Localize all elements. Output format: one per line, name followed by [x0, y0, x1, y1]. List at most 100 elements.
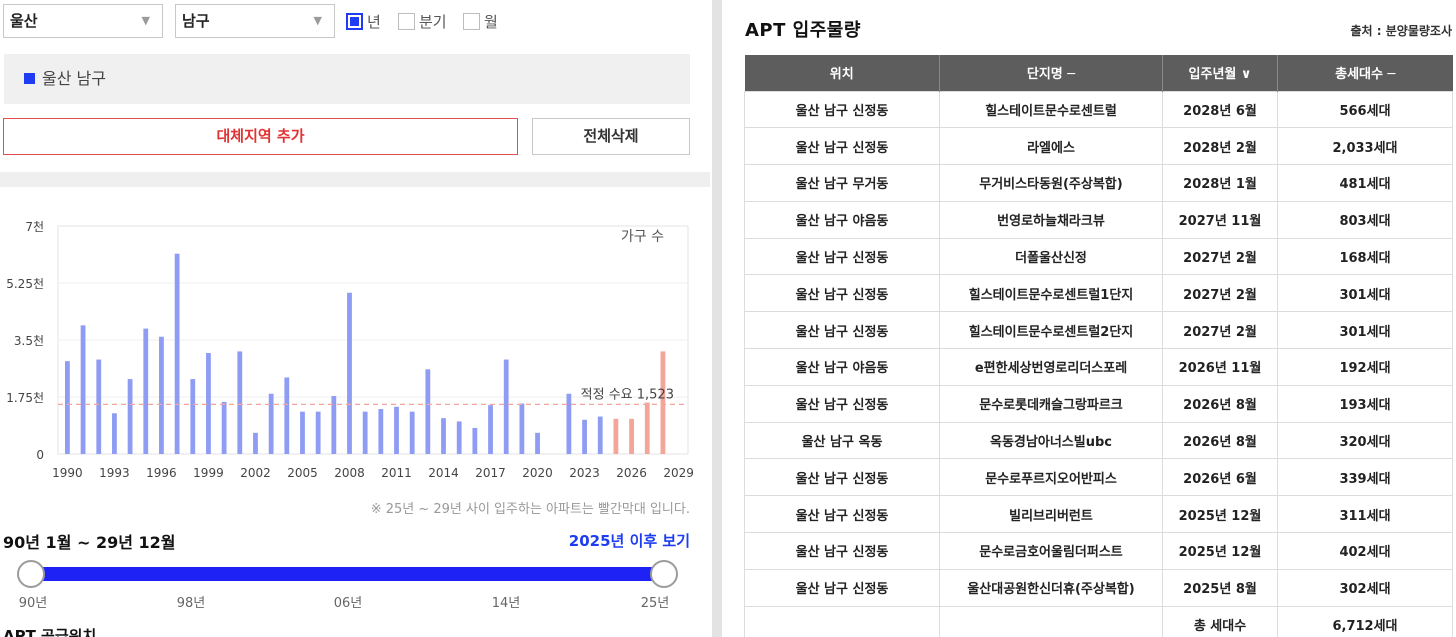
bar-2009[interactable] [362, 411, 368, 454]
table-row[interactable]: 울산 남구 신정동 힐스테이트문수로센트럴2단지 2027년 2월 301세대 [744, 311, 1453, 350]
table-row[interactable]: 울산 남구 신정동 힐스테이트문수로센트럴 2028년 6월 566세대 [744, 90, 1453, 129]
table-row[interactable]: 울산 남구 신정동 힐스테이트문수로센트럴1단지 2027년 2월 301세대 [744, 274, 1453, 313]
table-header-row: 위치 단지명 ─ 입주년월 ∨ 총세대수 ─ [744, 55, 1453, 91]
bar-1994[interactable] [127, 379, 133, 454]
table-row[interactable]: 울산 남구 신정동 문수로푸르지오어반피스 2026년 6월 339세대 [744, 458, 1453, 497]
region-select[interactable]: 울산 ▼ [3, 4, 163, 38]
bar-2022[interactable] [566, 393, 572, 454]
table-row[interactable]: 울산 남구 신정동 문수로롯데캐슬그랑파르크 2026년 8월 193세대 [744, 384, 1453, 423]
cell-location: 울산 남구 신정동 [744, 90, 940, 129]
bar-2003[interactable] [268, 393, 274, 454]
bar-1990[interactable] [65, 361, 70, 454]
period-year-checkbox[interactable]: 년 [346, 11, 381, 31]
bar-1995[interactable] [143, 328, 149, 454]
cell-location: 울산 남구 신정동 [744, 568, 940, 607]
district-select-value: 남구 [182, 12, 210, 30]
cell-total-units: 168세대 [1277, 237, 1453, 276]
bar-2017[interactable] [488, 405, 493, 454]
cell-complex-name: 힐스테이트문수로센트럴2단지 [939, 311, 1163, 350]
table-row[interactable]: 울산 남구 신정동 빌리브리버런트 2025년 12월 311세대 [744, 495, 1453, 534]
bar-2026[interactable] [629, 418, 634, 454]
table-row[interactable]: 울산 남구 야음동 번영로하늘채라크뷰 2027년 11월 803세대 [744, 200, 1453, 239]
cell-complex-name: 빌리브리버런트 [939, 495, 1163, 534]
bar-2011[interactable] [394, 406, 399, 454]
cell-complex-name: 문수로금호어울림더퍼스트 [939, 532, 1163, 570]
cell-location: 울산 남구 신정동 [744, 237, 940, 276]
x-tick-label: 2017 [475, 466, 506, 480]
bar-2024[interactable] [597, 416, 603, 454]
checkbox-unchecked-icon [463, 12, 480, 30]
supply-bar-chart: 7천 5.25천 3.5천 1.75천 0 1990 1993 1996 1999 2002 200… [6, 219, 694, 480]
table-row[interactable]: 울산 남구 야음동 e편한세상번영로리더스포레 2026년 11월 192세대 [744, 348, 1453, 386]
chart-grid [57, 225, 689, 455]
col-complex-name-header[interactable]: 단지명 ─ [939, 55, 1163, 91]
bar-2007[interactable] [331, 396, 337, 454]
bar-2025[interactable] [613, 418, 619, 454]
bar-1999[interactable] [206, 353, 211, 454]
delete-all-button[interactable]: 전체삭제 [532, 118, 690, 155]
cell-complex-name: 더폴울산신정 [939, 237, 1163, 276]
slider-start-handle[interactable] [17, 560, 45, 588]
view-after-2025-link[interactable]: 2025년 이후 보기 [568, 532, 690, 550]
bar-2004[interactable] [284, 377, 290, 454]
col-move-in-date-header[interactable]: 입주년월 ∨ [1162, 55, 1278, 91]
bar-2002[interactable] [253, 432, 258, 454]
cell-complex-name: 울산대공원한신더휴(주상복합) [939, 568, 1163, 607]
table-row[interactable]: 울산 남구 신정동 문수로금호어울림더퍼스트 2025년 12월 402세대 [744, 532, 1453, 570]
bar-1997[interactable] [174, 253, 180, 454]
bar-2013[interactable] [425, 369, 431, 454]
cell-move-in-date: 2028년 2월 [1162, 127, 1278, 166]
cell-total-units: 301세대 [1277, 311, 1453, 350]
bar-2005[interactable] [300, 411, 305, 454]
chart-note: ※ 25년 ~ 29년 사이 입주하는 아파트는 빨간막대 입니다. [370, 502, 690, 517]
bar-2018[interactable] [503, 359, 509, 454]
period-month-checkbox[interactable]: 월 [463, 11, 498, 31]
bar-1992[interactable] [96, 359, 102, 454]
add-alternate-region-button[interactable]: 대체지역 추가 [3, 118, 518, 155]
bar-2006[interactable] [315, 411, 321, 454]
checkbox-unchecked-icon [398, 12, 415, 30]
x-tick-label: 1993 [99, 466, 130, 480]
region-color-swatch [24, 73, 35, 84]
slider-end-handle[interactable] [650, 560, 678, 588]
cell-total-units: 192세대 [1277, 348, 1453, 386]
bar-2014[interactable] [441, 418, 446, 454]
bar-2028[interactable] [660, 351, 666, 454]
table-row[interactable]: 울산 남구 옥동 옥동경남아너스빌ubc 2026년 8월 320세대 [744, 421, 1453, 460]
bar-2012[interactable] [409, 411, 415, 454]
cell-complex-name: 문수로롯데캐슬그랑파르크 [939, 384, 1163, 423]
x-tick-label: 2029 [663, 466, 694, 480]
period-quarter-checkbox[interactable]: 분기 [398, 11, 447, 31]
reference-line-label: 적정 수요 1,523 [581, 387, 674, 402]
bar-2027[interactable] [644, 402, 650, 454]
bar-2008[interactable] [347, 292, 352, 454]
cell-location: 울산 남구 신정동 [744, 311, 940, 350]
table-row[interactable]: 울산 남구 신정동 울산대공원한신더휴(주상복합) 2025년 8월 302세대 [744, 568, 1453, 607]
bar-1991[interactable] [80, 325, 86, 454]
bar-2016[interactable] [472, 427, 478, 454]
bar-2010[interactable] [378, 409, 384, 454]
bar-2020[interactable] [535, 432, 540, 454]
bar-2015[interactable] [456, 421, 462, 454]
bar-2000[interactable] [221, 401, 227, 454]
table-row[interactable]: 울산 남구 무거동 무거비스타동원(주상복합) 2028년 1월 481세대 [744, 164, 1453, 202]
chart-legend-label: 가구 수 [621, 229, 664, 245]
table-row[interactable]: 울산 남구 신정동 더폴울산신정 2027년 2월 168세대 [744, 237, 1453, 276]
bar-2019[interactable] [519, 403, 525, 454]
cell-move-in-date: 2027년 11월 [1162, 200, 1278, 239]
bar-1993[interactable] [112, 413, 117, 454]
period-slider-track[interactable] [30, 567, 663, 581]
cell-location: 울산 남구 신정동 [744, 495, 940, 534]
bar-1998[interactable] [190, 379, 196, 454]
bar-2001[interactable] [237, 351, 243, 454]
table-body: 울산 남구 신정동 힐스테이트문수로센트럴 2028년 6월 566세대 울산 남구 신… [744, 90, 1453, 607]
col-total-units-header[interactable]: 총세대수 ─ [1277, 55, 1453, 91]
table-row[interactable]: 울산 남구 신정동 라엘에스 2028년 2월 2,033세대 [744, 127, 1453, 166]
cell-complex-name: 힐스테이트문수로센트럴 [939, 90, 1163, 129]
cell-move-in-date: 2025년 8월 [1162, 568, 1278, 607]
bar-1996[interactable] [159, 336, 164, 454]
slider-label: 25년 [640, 596, 670, 611]
col-location-header[interactable]: 위치 [744, 55, 940, 91]
bar-2023[interactable] [582, 419, 587, 454]
district-select[interactable]: 남구 ▼ [175, 4, 335, 38]
